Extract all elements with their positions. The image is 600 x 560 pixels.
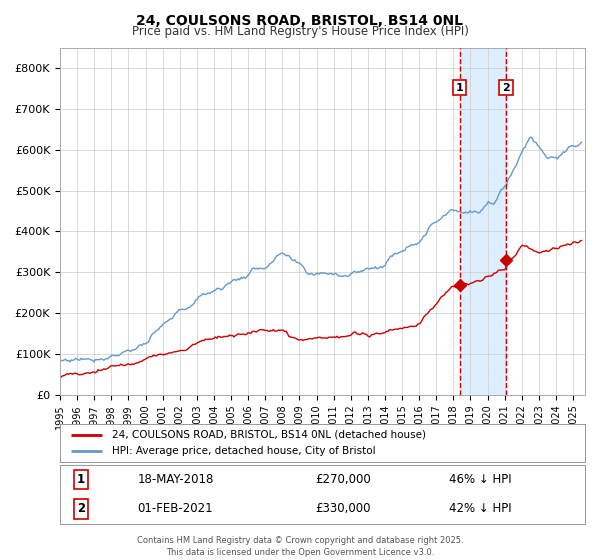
- Text: HPI: Average price, detached house, City of Bristol: HPI: Average price, detached house, City…: [113, 446, 376, 456]
- Text: Contains HM Land Registry data © Crown copyright and database right 2025.
This d: Contains HM Land Registry data © Crown c…: [137, 536, 463, 557]
- Bar: [460, 48, 506, 395]
- Text: 24, COULSONS ROAD, BRISTOL, BS14 0NL (detached house): 24, COULSONS ROAD, BRISTOL, BS14 0NL (de…: [113, 430, 427, 440]
- Text: 42% ↓ HPI: 42% ↓ HPI: [449, 502, 511, 515]
- Text: Price paid vs. HM Land Registry's House Price Index (HPI): Price paid vs. HM Land Registry's House …: [131, 25, 469, 38]
- Text: £330,000: £330,000: [316, 502, 371, 515]
- Text: 46% ↓ HPI: 46% ↓ HPI: [449, 473, 511, 486]
- Text: £270,000: £270,000: [316, 473, 371, 486]
- Text: 1: 1: [456, 82, 464, 92]
- Text: 24, COULSONS ROAD, BRISTOL, BS14 0NL: 24, COULSONS ROAD, BRISTOL, BS14 0NL: [137, 14, 464, 28]
- Text: 18-MAY-2018: 18-MAY-2018: [137, 473, 214, 486]
- Text: 2: 2: [502, 82, 510, 92]
- Text: 2: 2: [77, 502, 85, 515]
- Text: 1: 1: [77, 473, 85, 486]
- Text: 01-FEB-2021: 01-FEB-2021: [137, 502, 214, 515]
